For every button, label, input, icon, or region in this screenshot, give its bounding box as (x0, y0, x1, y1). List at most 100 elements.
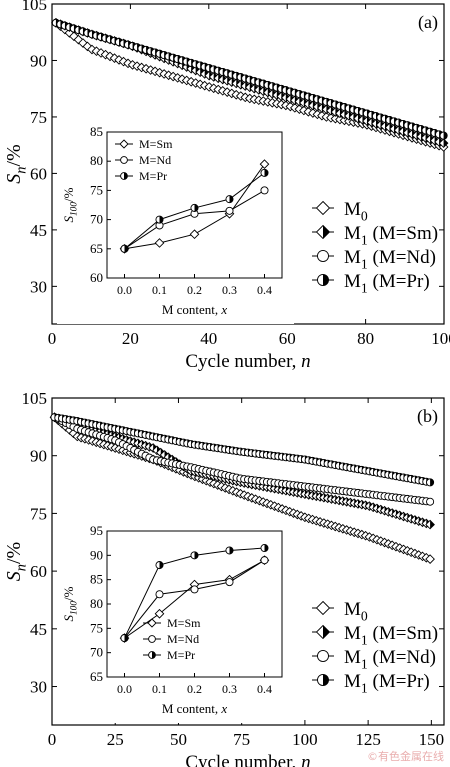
inset-y-tick-label: 95 (90, 523, 103, 538)
inset-legend-marker (148, 635, 156, 643)
inset-y-tick-label: 80 (90, 596, 103, 611)
inset-y-tick-label: 65 (90, 669, 103, 684)
chart-panel-b: 0 25 50 75 100 125 150 30 45 60 75 90 105 Cycle numbe… (3, 389, 445, 767)
inset-y-tick-label: 65 (90, 241, 103, 256)
inset-data-point (260, 556, 269, 565)
x-tick-label: 25 (107, 730, 124, 749)
data-point (105, 51, 115, 62)
inset-data-point (154, 238, 165, 248)
inset-x-tick-label: 0.0 (117, 283, 132, 297)
inset-data-point (190, 551, 199, 560)
inset-legend-label: M=Sm (167, 616, 201, 630)
x-tick-label: 0 (48, 730, 57, 749)
legend-label: M0 (344, 599, 368, 623)
x-tick-label: 125 (355, 730, 381, 749)
inset-x-axis-label: M content, x (162, 701, 228, 716)
legend-marker (317, 650, 329, 662)
inset-y-tick-label: 85 (90, 124, 103, 139)
inset-x-tick-label: 0.2 (187, 682, 202, 696)
y-axis-label: Sn/% (3, 542, 30, 581)
inset-x-tick-label: 0.0 (117, 682, 132, 696)
legend-marker (317, 250, 329, 262)
y-tick-label: 30 (30, 277, 47, 296)
y-tick-label: 45 (30, 221, 47, 240)
y-tick-label: 75 (30, 108, 47, 127)
panel-label: (b) (417, 406, 438, 427)
inset-data-point (190, 203, 199, 212)
y-tick-label: 90 (30, 447, 47, 466)
y-tick-label: 105 (22, 0, 48, 14)
inset-data-point (260, 186, 269, 195)
data-point (82, 41, 93, 52)
x-tick-label: 60 (279, 329, 296, 348)
legend-label: M1 (M=Pr) (344, 671, 430, 695)
inset-x-axis-label: M content, x (162, 302, 228, 317)
inset-x-tick-label: 0.3 (222, 283, 237, 297)
inset-background (57, 519, 294, 723)
x-tick-label: 75 (233, 730, 250, 749)
inset-data-point (225, 206, 234, 215)
x-axis-label: Cycle number, n (185, 351, 310, 372)
data-point (118, 56, 129, 67)
panel-label: (a) (418, 12, 438, 33)
inset-y-tick-label: 75 (90, 620, 103, 635)
inset-legend: M=Sm M=Nd M=Pr (115, 137, 173, 183)
inset-data-point (154, 608, 165, 619)
inset-y-tick-label: 75 (90, 182, 103, 197)
inset-series-m-pr (120, 544, 269, 643)
data-point (87, 44, 97, 55)
data-point (100, 49, 111, 60)
inset-legend-marker (148, 651, 156, 659)
data-point (439, 131, 448, 140)
data-point (426, 478, 435, 487)
data-point (91, 46, 102, 57)
y-tick-label: 105 (22, 389, 48, 408)
legend-label: M1 (M=Nd) (344, 647, 436, 671)
inset-x-tick-label: 0.1 (152, 283, 167, 297)
inset-y-axis-label: S100/% (61, 586, 80, 621)
inset-background (57, 120, 294, 324)
inset-data-point (155, 590, 164, 599)
inset-data-point (259, 159, 270, 169)
x-tick-label: 100 (292, 730, 318, 749)
y-tick-label: 30 (30, 678, 47, 697)
legend-label: M1 (M=Nd) (344, 247, 436, 271)
legend-marker (317, 274, 329, 286)
y-axis-label: Sn/% (3, 144, 30, 183)
y-tick-label: 90 (30, 51, 47, 70)
data-point (425, 519, 435, 530)
inset-series-m-pr (120, 168, 269, 253)
inset-data-point (120, 244, 129, 253)
inset-y-tick-label: 60 (90, 270, 103, 285)
inset-data-point (120, 634, 129, 643)
inset-data-point (260, 168, 269, 177)
plot-frame (51, 397, 445, 726)
data-point (426, 497, 435, 506)
inset-legend-marker (120, 156, 128, 164)
inset-legend-label: M=Pr (139, 169, 167, 183)
series-4 (50, 413, 435, 487)
inset-x-tick-label: 0.1 (152, 682, 167, 696)
x-tick-label: 80 (357, 329, 374, 348)
inset-legend-label: M=Pr (167, 648, 195, 662)
inset-data-point (155, 561, 164, 570)
inset-y-tick-label: 80 (90, 153, 103, 168)
x-tick-label: 0 (48, 329, 57, 348)
inset-x-tick-label: 0.4 (257, 283, 272, 297)
inset-legend-marker (119, 139, 129, 149)
inset-y-tick-label: 90 (90, 547, 103, 562)
inset-data-point (189, 229, 200, 240)
inset-legend-marker (120, 172, 128, 180)
x-axis-label: Cycle number, n (185, 752, 310, 767)
y-tick-label: 60 (30, 164, 47, 183)
chart-panel-a: 0 20 40 60 80 100 30 45 60 75 90 105 Cycle number, n… (3, 0, 450, 372)
y-tick-label: 75 (30, 504, 47, 523)
inset-legend-marker (147, 618, 157, 628)
legend-label: M1 (M=Sm) (344, 623, 438, 647)
inset-chart: 0.0 0.1 0.2 0.3 0.4 65 70 75 80 85 90 95 M content, … (57, 519, 294, 723)
x-tick-label: 100 (431, 329, 450, 348)
data-point (114, 55, 124, 65)
